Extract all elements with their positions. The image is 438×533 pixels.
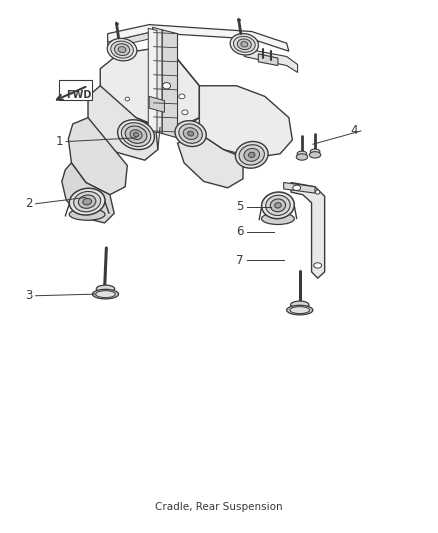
Ellipse shape: [275, 203, 281, 208]
Text: 1: 1: [56, 135, 64, 148]
Polygon shape: [291, 182, 325, 278]
Text: 6: 6: [236, 225, 244, 238]
Polygon shape: [108, 33, 149, 49]
Polygon shape: [100, 49, 199, 128]
Polygon shape: [258, 54, 278, 66]
Ellipse shape: [175, 120, 206, 147]
Polygon shape: [244, 49, 297, 72]
Text: Cradle, Rear Suspension: Cradle, Rear Suspension: [155, 502, 283, 512]
Ellipse shape: [235, 141, 268, 168]
Ellipse shape: [118, 47, 126, 53]
Polygon shape: [108, 25, 289, 51]
Polygon shape: [148, 28, 157, 133]
Ellipse shape: [74, 191, 101, 212]
Ellipse shape: [118, 120, 155, 150]
Text: 4: 4: [350, 124, 358, 138]
Ellipse shape: [83, 198, 92, 205]
Ellipse shape: [244, 149, 260, 161]
Ellipse shape: [315, 190, 320, 194]
Ellipse shape: [125, 126, 147, 143]
Ellipse shape: [290, 306, 310, 313]
Text: 7: 7: [236, 254, 244, 266]
Ellipse shape: [314, 263, 321, 268]
Ellipse shape: [266, 195, 290, 215]
Ellipse shape: [290, 301, 309, 309]
Ellipse shape: [92, 289, 119, 299]
Ellipse shape: [261, 213, 294, 224]
Ellipse shape: [134, 133, 139, 137]
Polygon shape: [62, 163, 114, 223]
Ellipse shape: [130, 130, 142, 140]
Ellipse shape: [96, 285, 115, 293]
Ellipse shape: [248, 152, 255, 158]
Text: 3: 3: [25, 289, 33, 302]
Ellipse shape: [187, 131, 194, 136]
Ellipse shape: [237, 39, 251, 50]
FancyBboxPatch shape: [59, 80, 92, 100]
Ellipse shape: [182, 110, 188, 115]
Ellipse shape: [125, 97, 130, 101]
Ellipse shape: [287, 305, 313, 315]
Polygon shape: [284, 182, 315, 193]
Ellipse shape: [233, 36, 255, 52]
Ellipse shape: [162, 83, 170, 89]
Ellipse shape: [183, 128, 198, 140]
Ellipse shape: [179, 124, 202, 143]
Ellipse shape: [179, 94, 185, 99]
Polygon shape: [199, 86, 292, 158]
Ellipse shape: [230, 34, 258, 55]
Ellipse shape: [78, 195, 96, 208]
Ellipse shape: [111, 41, 134, 58]
Text: 2: 2: [25, 197, 33, 211]
Ellipse shape: [261, 192, 294, 219]
Ellipse shape: [310, 149, 320, 155]
Polygon shape: [177, 134, 243, 188]
Ellipse shape: [114, 44, 130, 55]
Ellipse shape: [270, 199, 286, 212]
Text: FWD: FWD: [66, 90, 91, 100]
Polygon shape: [149, 96, 164, 112]
Ellipse shape: [293, 185, 300, 190]
Ellipse shape: [121, 123, 151, 147]
Ellipse shape: [241, 42, 248, 47]
Polygon shape: [88, 86, 158, 160]
Ellipse shape: [69, 188, 105, 215]
Ellipse shape: [239, 145, 265, 165]
Polygon shape: [152, 27, 162, 134]
Text: 5: 5: [236, 200, 244, 213]
Ellipse shape: [95, 290, 115, 297]
Ellipse shape: [309, 152, 321, 158]
Ellipse shape: [69, 208, 105, 220]
Ellipse shape: [296, 154, 307, 160]
Polygon shape: [68, 118, 127, 195]
Ellipse shape: [107, 38, 137, 61]
Polygon shape: [162, 30, 177, 138]
Ellipse shape: [297, 151, 307, 157]
